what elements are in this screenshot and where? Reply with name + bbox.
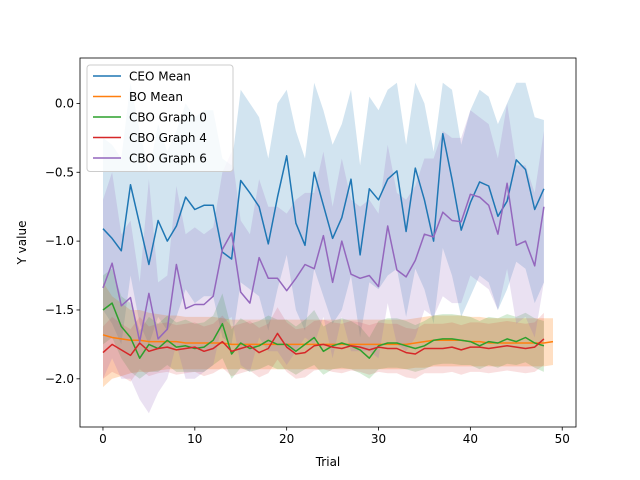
y-tick-label: −1.5: [45, 303, 74, 317]
cbo-graph-0-band: [103, 268, 544, 379]
x-tick-label: 40: [463, 432, 478, 446]
y-tick-label: −2.0: [45, 372, 74, 386]
series-lines: [102, 132, 554, 359]
ceo-mean-line: [102, 132, 545, 266]
legend-box: [86, 64, 234, 172]
cbo-graph-6-legend-label: CBO Graph 6: [129, 152, 207, 166]
bo-mean-legend-label: BO Mean: [129, 90, 183, 104]
plot-frame: [79, 57, 577, 428]
y-axis-label: Y value: [15, 221, 29, 266]
bo-mean-band: [103, 282, 553, 388]
cbo-graph-6-line: [102, 182, 545, 343]
y-tick-label: −1.0: [45, 234, 74, 248]
legend: CEO Mean BO Mean CBO Graph 0 CBO Graph 4 CBO…: [86, 64, 234, 172]
cbo-graph-0-line: [102, 302, 545, 359]
x-tick-label: 30: [371, 432, 386, 446]
y-tick-label: −0.5: [45, 165, 74, 179]
x-axis-ticks: 0 10 20 30 40 50: [99, 427, 570, 446]
x-tick-label: 50: [555, 432, 570, 446]
x-tick-label: 0: [99, 432, 107, 446]
bo-mean-line: [102, 334, 554, 346]
x-tick-label: 10: [187, 432, 202, 446]
y-tick-label: 0.0: [55, 96, 74, 110]
y-axis-ticks: −2.0 −1.5 −1.0 −0.5 0.0: [45, 96, 80, 386]
cbo-graph-4-legend-label: CBO Graph 4: [129, 131, 207, 145]
cbo-graph-6-band: [103, 103, 544, 414]
cbo-graph-4-line: [102, 332, 545, 357]
x-axis-label: Trial: [315, 455, 341, 469]
ceo-mean-legend-label: CEO Mean: [129, 70, 191, 84]
cbo-graph-0-legend-label: CBO Graph 0: [129, 111, 207, 125]
x-tick-label: 20: [279, 432, 294, 446]
